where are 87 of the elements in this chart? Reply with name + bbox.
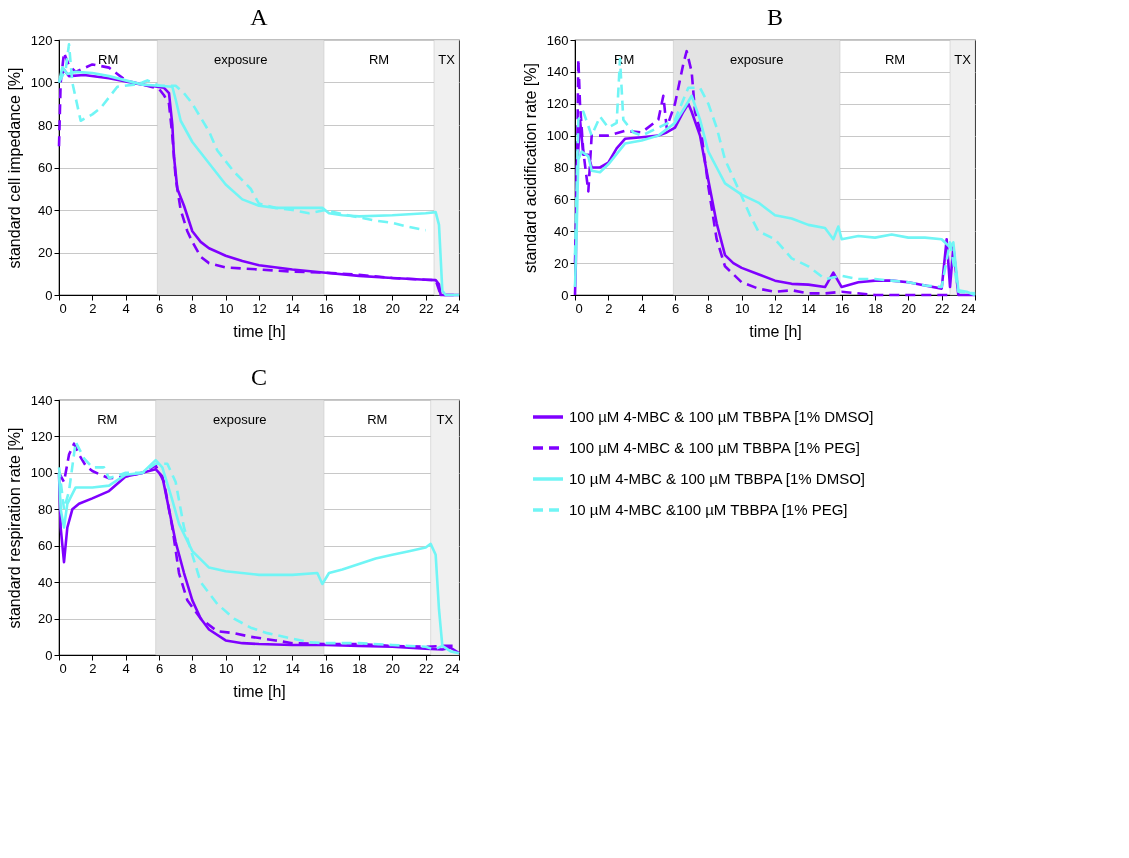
annotation: RM: [98, 52, 119, 67]
y-tick-label: 60: [554, 191, 569, 207]
x-tick-label: 6: [671, 300, 680, 316]
x-tick-label: 24: [961, 300, 976, 316]
y-tick-label: 40: [38, 202, 53, 218]
x-tick-label: 16: [318, 660, 334, 676]
x-tick-label: 12: [768, 300, 783, 316]
x-tick-label: 16: [318, 300, 334, 316]
y-axis-title: standard respiration rate [%]: [5, 427, 23, 629]
x-tick-label: 2: [605, 300, 613, 316]
annotation: RM: [367, 412, 388, 427]
chart-title: C: [250, 364, 268, 390]
legend-label: 100 µM 4-MBC & 100 µM TBBPA [1% PEG]: [569, 439, 861, 456]
x-tick-label: 8: [189, 300, 197, 316]
annotation: RM: [368, 52, 390, 67]
x-tick-label: 10: [734, 300, 750, 316]
band-label: TX: [954, 52, 972, 67]
x-tick-label: 20: [385, 300, 401, 316]
x-tick-label: 4: [638, 300, 646, 316]
x-tick-label: 12: [252, 300, 267, 316]
x-tick-label: 16: [834, 300, 850, 316]
x-tick-label: 24: [445, 660, 460, 676]
y-tick-label: 40: [38, 574, 53, 590]
y-tick-label: 60: [38, 538, 53, 554]
annotation: RM: [97, 412, 118, 427]
x-axis-title: time [h]: [233, 322, 286, 340]
y-tick-label: 80: [554, 160, 569, 175]
y-axis-title: standard cell impedance [%]: [5, 67, 23, 269]
x-tick-label: 12: [252, 660, 267, 676]
y-tick-label: 140: [546, 64, 569, 80]
x-tick-label: 0: [59, 300, 67, 316]
legend-label: 10 µM 4-MBC &100 µM TBBPA [1% PEG]: [569, 501, 848, 518]
x-tick-label: 22: [934, 300, 950, 316]
y-tick-label: 140: [30, 392, 53, 408]
y-tick-label: 20: [554, 255, 569, 271]
x-axis-title: time [h]: [233, 682, 286, 700]
x-tick-label: 8: [705, 300, 713, 316]
band-label: TX: [436, 412, 454, 427]
y-tick-label: 60: [38, 160, 53, 175]
x-tick-label: 18: [352, 300, 367, 316]
y-tick-label: 100: [30, 465, 53, 481]
y-tick-label: 80: [38, 117, 53, 133]
x-tick-label: 14: [801, 300, 817, 316]
x-tick-label: 4: [122, 660, 130, 676]
x-tick-label: 22: [418, 660, 434, 676]
x-tick-label: 18: [868, 300, 883, 316]
x-tick-label: 24: [445, 300, 460, 316]
x-tick-label: 6: [155, 300, 164, 316]
x-tick-label: 20: [901, 300, 917, 316]
y-tick-label: 160: [546, 32, 569, 48]
x-tick-label: 14: [285, 300, 301, 316]
x-tick-label: 20: [385, 660, 401, 676]
x-axis-title: time [h]: [749, 322, 802, 340]
y-tick-label: 0: [45, 647, 53, 663]
band-label: exposure: [213, 412, 267, 427]
y-tick-label: 100: [546, 128, 569, 144]
x-tick-label: 10: [218, 300, 234, 316]
y-tick-label: 20: [38, 245, 53, 260]
legend-label: 100 µM 4-MBC & 100 µM TBBPA [1% DMSO]: [569, 408, 874, 425]
x-tick-label: 4: [122, 300, 130, 316]
band-label: exposure: [213, 52, 268, 67]
x-tick-label: 22: [418, 300, 434, 316]
y-axis-title: standard acidification rate [%]: [521, 63, 539, 273]
y-tick-label: 120: [546, 96, 569, 112]
y-tick-label: 120: [30, 32, 53, 48]
annotation: RM: [884, 52, 906, 67]
x-tick-label: 14: [285, 660, 301, 676]
x-tick-label: 10: [218, 660, 234, 676]
x-tick-label: 2: [89, 660, 97, 676]
x-tick-label: 2: [89, 300, 97, 316]
band-label: exposure: [729, 52, 784, 67]
x-tick-label: 0: [575, 300, 583, 316]
y-tick-label: 40: [554, 223, 569, 239]
x-tick-label: 0: [59, 660, 67, 676]
x-tick-label: 18: [352, 660, 367, 676]
y-tick-label: 100: [30, 75, 53, 90]
chart-title: B: [766, 4, 784, 30]
legend-label: 10 µM 4-MBC & 100 µM TBBPA [1% DMSO]: [569, 470, 865, 487]
chart-title: A: [250, 4, 269, 30]
y-tick-label: 0: [45, 287, 53, 303]
y-tick-label: 120: [30, 428, 53, 444]
x-tick-label: 8: [189, 660, 197, 676]
y-tick-label: 80: [38, 501, 53, 517]
y-tick-label: 20: [38, 611, 53, 627]
band-label: TX: [438, 52, 456, 67]
x-tick-label: 6: [155, 660, 164, 676]
y-tick-label: 0: [561, 287, 569, 303]
